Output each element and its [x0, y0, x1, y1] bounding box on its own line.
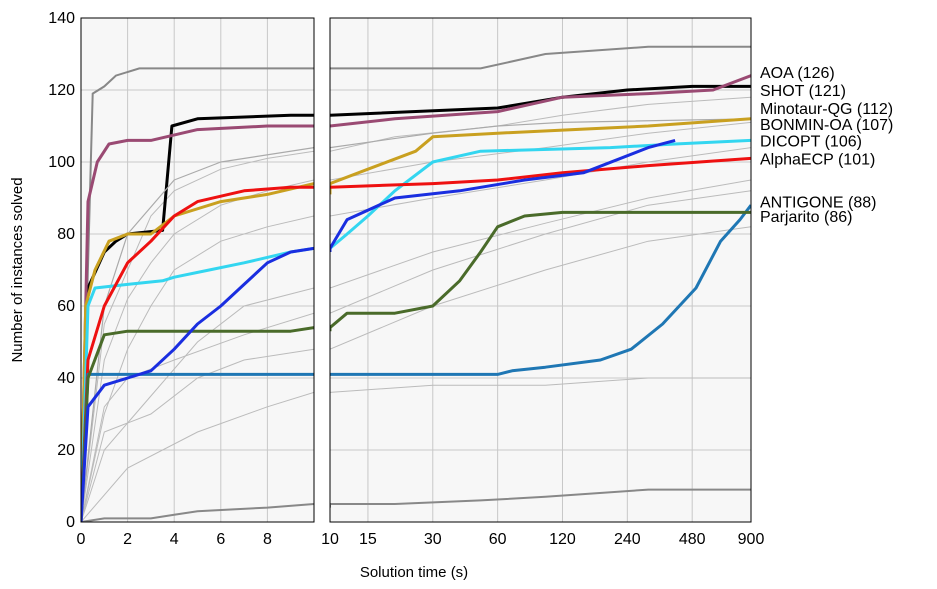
series-line-shot-right: [330, 74, 751, 128]
left-panel-background: [81, 18, 314, 522]
x-tick-label-right: 15: [359, 531, 377, 548]
series-line-dicopt-left: [81, 246, 314, 522]
background-solver-line-right: [330, 190, 751, 335]
background-solver-line-left: [81, 215, 314, 522]
y-tick-label: 120: [48, 82, 75, 99]
right-lines: [330, 45, 751, 508]
series-line-minotaur-qg-right: [330, 118, 751, 162]
legend-label: DICOPT (106): [760, 133, 862, 150]
background-solver-line-left: [81, 503, 314, 522]
series-line-dicopt-right: [330, 138, 751, 252]
right-panel: 10 15 30 60 120 240 480 900: [321, 17, 765, 548]
y-tick-label: 60: [57, 298, 75, 315]
background-solver-line-right: [330, 377, 751, 407]
x-tick-label-right: 30: [424, 531, 442, 548]
y-tick-label: 20: [57, 442, 75, 459]
series-line-aoa-right: [330, 84, 751, 117]
series-line-alphaecp-right: [330, 156, 751, 189]
y-tick-label: 100: [48, 154, 75, 171]
y-axis-label: Number of instances solved: [9, 177, 26, 362]
background-solver-line-left: [81, 391, 314, 522]
x-tick-label-left: 8: [263, 531, 272, 548]
right-panel-frame: [329, 17, 752, 523]
series-line-parjarito-left: [81, 326, 314, 522]
legend-label: BONMIN-OA (107): [760, 117, 893, 134]
x-axis-label: Solution time (s): [360, 564, 468, 581]
left-lines: [81, 67, 314, 522]
legend-label: ANTIGONE (88): [760, 195, 876, 212]
x-tick-label-right: 480: [679, 531, 706, 548]
series-line-bonmin-oa-right: [330, 117, 751, 195]
legend-label: AlphaECP (101): [760, 151, 875, 168]
background-solver-line-right: [330, 45, 751, 70]
left-panel: 0 2 4 6 8: [77, 17, 315, 548]
series-line-alphaecp-left: [81, 185, 314, 522]
y-tick-label: 40: [57, 370, 75, 387]
x-tick-label-left: 4: [170, 531, 179, 548]
x-tick-label-left: 6: [216, 531, 225, 548]
background-solver-line-left: [81, 287, 314, 522]
background-solver-line-right: [330, 488, 751, 508]
right-panel-background: [330, 18, 751, 522]
legend-label: Parjarito (86): [760, 209, 852, 226]
background-solver-line-right: [330, 226, 751, 360]
series-line-bonmin-oa-left: [81, 182, 314, 522]
legend-label: Minotaur-QG (112): [760, 101, 893, 118]
background-solver-line-left: [81, 67, 314, 522]
legend: AOA (126)SHOT (121)Minotaur-QG (112)BONM…: [760, 65, 893, 226]
x-tick-label-left: 0: [77, 531, 86, 548]
series-line-parjarito-right: [330, 210, 751, 332]
x-tick-label-right: 900: [738, 531, 765, 548]
x-tick-label-right: 10: [321, 531, 339, 548]
left-panel-frame: [80, 17, 315, 523]
y-tick-label: 0: [66, 514, 75, 531]
series-line-solver-8-right: [330, 138, 676, 252]
x-tick-label-right: 240: [614, 531, 641, 548]
y-axis-ticks: 0 20 40 60 80 100 120 140: [48, 10, 75, 531]
background-solver-line-left: [81, 348, 314, 522]
x-tick-label-right: 60: [489, 531, 507, 548]
x-tick-label-left: 2: [123, 531, 132, 548]
legend-label: AOA (126): [760, 65, 835, 82]
background-solver-line-right: [330, 121, 751, 191]
y-tick-label: 80: [57, 226, 75, 243]
y-tick-label: 140: [48, 10, 75, 27]
x-tick-label-right: 120: [549, 531, 576, 548]
series-line-solver-8-left: [81, 246, 314, 522]
series-line-antigone-right: [330, 204, 751, 376]
background-solver-line-right: [330, 147, 751, 227]
background-solver-line-left: [81, 150, 314, 522]
background-solver-line-left: [81, 179, 314, 522]
legend-label: SHOT (121): [760, 83, 846, 100]
series-line-shot-left: [81, 124, 314, 522]
